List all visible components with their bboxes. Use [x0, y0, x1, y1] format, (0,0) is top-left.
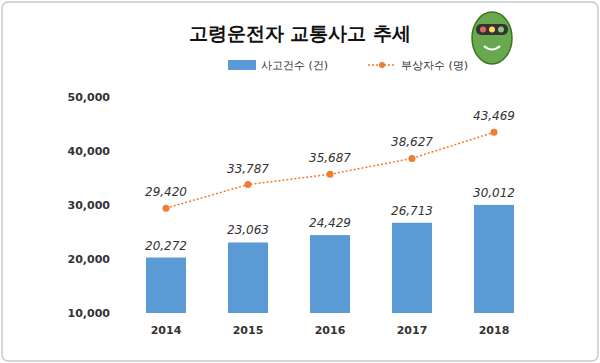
line-marker	[491, 129, 498, 136]
data-label: 29,420	[145, 185, 187, 199]
y-tick-label: 40,000	[68, 145, 111, 158]
legend-marker	[379, 62, 385, 68]
bar	[474, 205, 514, 313]
y-tick-label: 20,000	[68, 253, 111, 266]
x-tick-label: 2014	[151, 324, 182, 337]
frame	[2, 2, 598, 361]
title: 고령운전자 교통사고 추세	[189, 22, 411, 44]
mascot-lamp	[489, 27, 495, 33]
line-marker	[327, 171, 334, 178]
data-label: 33,787	[227, 162, 269, 176]
y-tick-label: 10,000	[68, 307, 111, 320]
data-label: 30,012	[473, 186, 515, 200]
line	[166, 132, 494, 208]
chart: 고령운전자 교통사고 추세사고건수 (건) 부상자수 (명) 10,000 20,00…	[0, 0, 600, 363]
data-label: 20,272	[145, 239, 187, 253]
bar	[310, 235, 350, 313]
y-tick-label: 30,000	[68, 199, 111, 212]
mascot-light	[476, 24, 508, 35]
data-label: 23,063	[227, 223, 269, 237]
data-label: 43,469	[473, 109, 515, 123]
legend-swatch	[228, 60, 256, 70]
legend-label: 부상자수 (명)	[401, 59, 468, 72]
mascot-smile	[484, 46, 500, 50]
x-tick-label: 2017	[397, 324, 428, 337]
data-label: 38,627	[391, 135, 433, 149]
y-tick-label: 50,000	[68, 91, 111, 104]
bar	[146, 258, 186, 313]
line-marker	[245, 181, 252, 188]
data-labels: 20,272 23,063 24,429 26,713 30,012 29,420 33,7…	[145, 109, 515, 252]
data-label: 26,713	[391, 204, 433, 218]
line-marker	[409, 155, 416, 162]
x-tick-label: 2018	[479, 324, 510, 337]
data-label: 24,429	[309, 216, 351, 230]
plot	[146, 129, 514, 313]
mascot-lamp	[480, 27, 486, 33]
data-label: 35,687	[309, 151, 351, 165]
line-marker	[163, 205, 170, 212]
bar	[228, 242, 268, 313]
legend: 사고건수 (건) 부상자수 (명)	[228, 59, 468, 72]
mascot-body	[472, 12, 512, 64]
x-tick-label: 2015	[233, 324, 264, 337]
bar	[392, 223, 432, 313]
x-tick-label: 2016	[315, 324, 346, 337]
mascot-lamp	[498, 27, 504, 33]
mascot	[472, 12, 512, 64]
legend-label: 사고건수 (건)	[261, 59, 328, 72]
